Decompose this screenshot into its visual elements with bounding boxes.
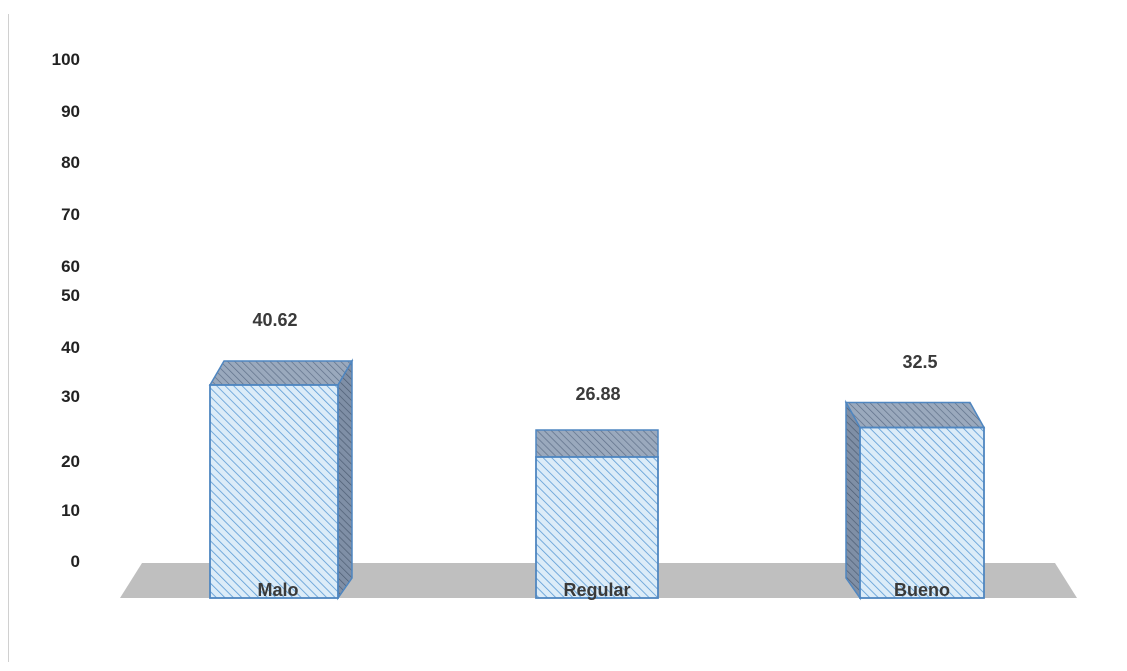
- y-tick-label: 50: [61, 286, 80, 305]
- bar-regular: [535, 429, 659, 599]
- bar-side-face: [845, 399, 861, 601]
- y-tick-label: 90: [61, 102, 80, 121]
- y-tick-label: 60: [61, 257, 80, 276]
- bar-bueno: [844, 399, 986, 601]
- bar-front-face: [209, 384, 339, 599]
- x-category-label: Malo: [257, 580, 298, 600]
- bar-top-face: [844, 401, 986, 429]
- y-tick-label: 100: [52, 50, 80, 69]
- bar-malo: [208, 358, 354, 601]
- y-tick-label: 80: [61, 153, 80, 172]
- x-category-label: Regular: [563, 580, 630, 600]
- bar-top-face: [208, 360, 354, 386]
- y-tick-label: 70: [61, 205, 80, 224]
- bar-side-face: [337, 358, 353, 601]
- bar-front-face: [859, 426, 985, 599]
- bar-front-face: [535, 456, 659, 599]
- y-tick-label: 0: [71, 552, 80, 571]
- left-border-line: [8, 14, 9, 662]
- y-tick-label: 20: [61, 452, 80, 471]
- data-label: 26.88: [575, 384, 620, 404]
- bar-top-face: [535, 429, 659, 458]
- data-label: 40.62: [252, 310, 297, 330]
- data-label: 32.5: [902, 352, 937, 372]
- y-tick-label: 40: [61, 338, 80, 357]
- x-category-label: Bueno: [894, 580, 950, 600]
- y-tick-label: 30: [61, 387, 80, 406]
- y-tick-label: 10: [61, 501, 80, 520]
